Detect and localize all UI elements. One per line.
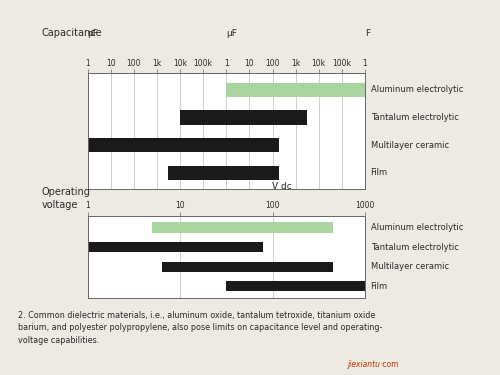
Bar: [180, 110, 307, 125]
Text: V dc: V dc: [272, 182, 292, 191]
Text: Aluminum electrolytic: Aluminum electrolytic: [370, 223, 463, 232]
Text: pF: pF: [88, 29, 99, 38]
Text: μF: μF: [226, 29, 237, 38]
Text: Capacitance: Capacitance: [42, 28, 102, 38]
Text: F: F: [365, 29, 370, 38]
Text: Multilayer ceramic: Multilayer ceramic: [370, 141, 448, 150]
Bar: [88, 242, 263, 252]
Bar: [226, 281, 365, 291]
Text: Tantalum electrolytic: Tantalum electrolytic: [370, 113, 458, 122]
Text: ·com: ·com: [380, 360, 398, 369]
Text: Operating
voltage: Operating voltage: [42, 187, 90, 210]
Text: Aluminum electrolytic: Aluminum electrolytic: [370, 85, 463, 94]
Bar: [152, 222, 332, 232]
Bar: [88, 138, 280, 152]
Text: jiexiantu: jiexiantu: [348, 360, 380, 369]
Text: Film: Film: [370, 168, 388, 177]
Text: Film: Film: [370, 282, 388, 291]
Text: 2. Common dielectric materials, i.e., aluminum oxide, tantalum tetroxide, titani: 2. Common dielectric materials, i.e., al…: [18, 311, 382, 345]
Bar: [168, 166, 280, 180]
Text: Multilayer ceramic: Multilayer ceramic: [370, 262, 448, 271]
Bar: [162, 262, 332, 272]
Bar: [226, 82, 365, 97]
Text: Tantalum electrolytic: Tantalum electrolytic: [370, 243, 458, 252]
